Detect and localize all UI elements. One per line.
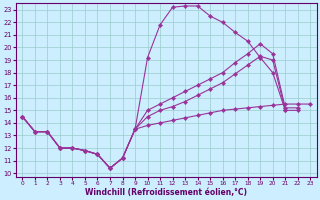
- X-axis label: Windchill (Refroidissement éolien,°C): Windchill (Refroidissement éolien,°C): [85, 188, 247, 197]
